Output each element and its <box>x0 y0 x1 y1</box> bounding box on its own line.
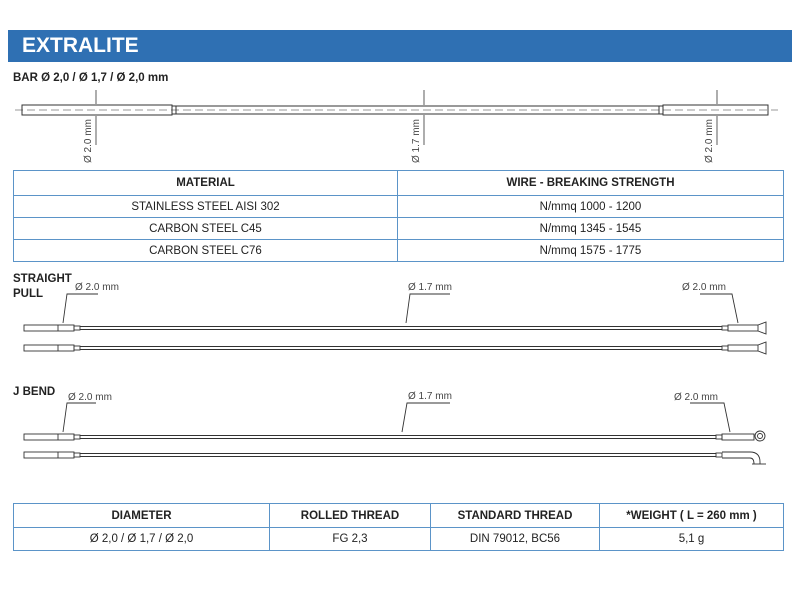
j-bend-spoke <box>23 451 766 465</box>
strength-cell: N/mmq 1000 - 1200 <box>397 195 784 218</box>
product-title: EXTRALITE <box>22 34 139 57</box>
material-table: MATERIAL WIRE - BREAKING STRENGTH STAINLE… <box>13 170 784 262</box>
straight-pull-label: STRAIGHT PULL <box>13 272 72 302</box>
standard-thread-cell: DIN 79012, BC56 <box>430 527 600 551</box>
header-material: MATERIAL <box>13 170 398 196</box>
jb-dim-right: Ø 2.0 mm <box>674 392 718 403</box>
spokes-drawing: Ø 2.0 mm Ø 1.7 mm Ø 2.0 mm Ø 2.0 mm Ø 1.… <box>23 282 767 465</box>
weight-cell: 5,1 g <box>599 527 784 551</box>
bar-dim-left: Ø 2.0 mm <box>83 119 94 163</box>
diameter-cell: Ø 2,0 / Ø 1,7 / Ø 2,0 <box>13 527 270 551</box>
header-standard-thread: STANDARD THREAD <box>430 503 600 528</box>
header-diameter: DIAMETER <box>13 503 270 528</box>
spec-table: DIAMETER ROLLED THREAD STANDARD THREAD *… <box>13 503 784 551</box>
straight-pull-spoke <box>23 341 767 355</box>
table-row: CARBON STEEL C45 N/mmq 1345 - 1545 <box>13 217 784 240</box>
header-rolled-thread: ROLLED THREAD <box>269 503 431 528</box>
j-bend-label: J BEND <box>13 386 56 398</box>
material-cell: STAINLESS STEEL AISI 302 <box>13 195 398 218</box>
bar-drawing: Ø 2.0 mm Ø 1.7 mm Ø 2.0 mm <box>15 90 778 163</box>
bar-dim-middle: Ø 1.7 mm <box>411 119 422 163</box>
sp-dim-right: Ø 2.0 mm <box>682 282 726 293</box>
strength-cell: N/mmq 1575 - 1775 <box>397 239 784 262</box>
sp-dim-left: Ø 2.0 mm <box>75 282 119 293</box>
label-line: STRAIGHT <box>13 273 72 285</box>
header-weight: *WEIGHT ( L = 260 mm ) <box>599 503 784 528</box>
straight-pull-spoke <box>23 321 767 335</box>
sp-dim-middle: Ø 1.7 mm <box>408 282 452 293</box>
material-cell: CARBON STEEL C45 <box>13 217 398 240</box>
strength-cell: N/mmq 1345 - 1545 <box>397 217 784 240</box>
title-banner: EXTRALITE <box>8 30 792 62</box>
table-row: STAINLESS STEEL AISI 302 N/mmq 1000 - 120… <box>13 195 784 218</box>
bar-dim-right: Ø 2.0 mm <box>704 119 715 163</box>
j-bend-spoke <box>23 430 766 442</box>
rolled-thread-cell: FG 2,3 <box>269 527 431 551</box>
header-strength: WIRE - BREAKING STRENGTH <box>397 170 784 196</box>
label-line: PULL <box>13 288 44 300</box>
material-cell: CARBON STEEL C76 <box>13 239 398 262</box>
table-row: CARBON STEEL C76 N/mmq 1575 - 1775 <box>13 239 784 262</box>
bar-label: BAR Ø 2,0 / Ø 1,7 / Ø 2,0 mm <box>13 72 169 84</box>
table-row: Ø 2,0 / Ø 1,7 / Ø 2,0 FG 2,3 DIN 79012, … <box>13 527 784 551</box>
jb-dim-left: Ø 2.0 mm <box>68 392 112 403</box>
jb-dim-middle: Ø 1.7 mm <box>408 391 452 402</box>
